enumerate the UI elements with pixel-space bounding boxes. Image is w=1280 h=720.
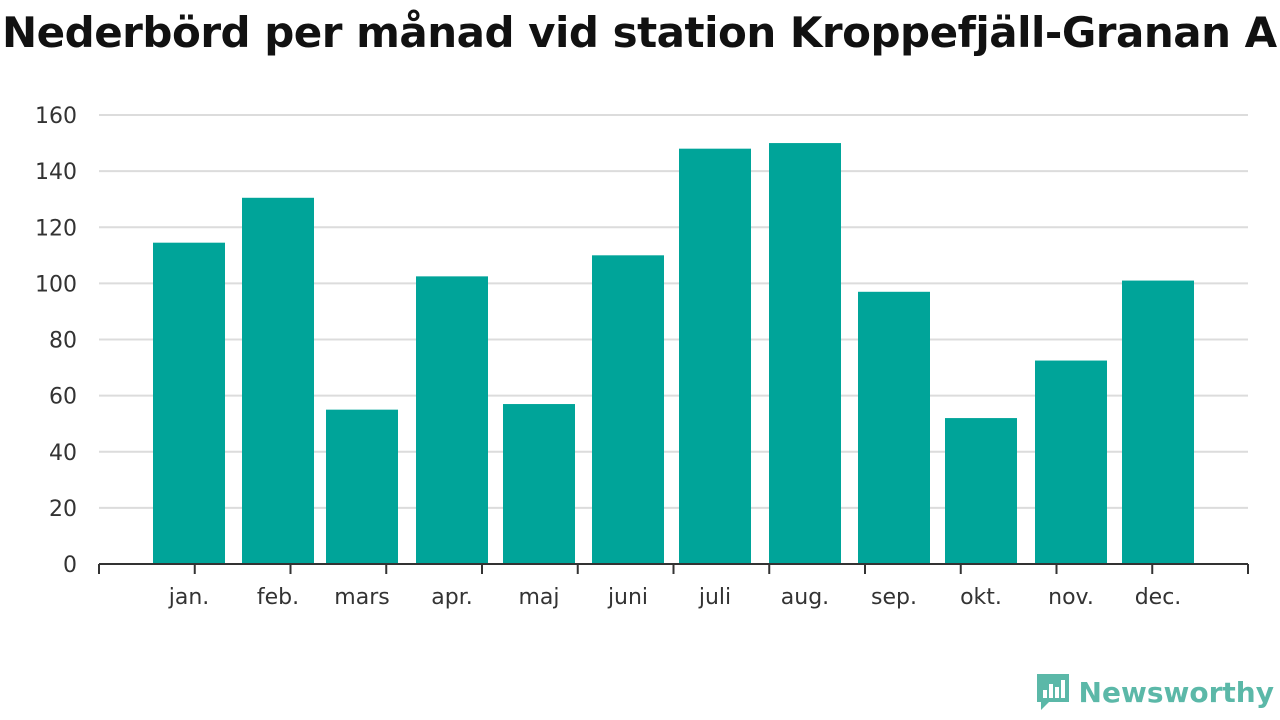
x-tick-label: jan.	[168, 585, 210, 610]
bar-aug	[769, 143, 841, 564]
x-tick-label: sep.	[871, 585, 917, 610]
x-tick-label: mars	[334, 585, 389, 610]
bar-maj	[503, 404, 575, 564]
y-tick-label: 100	[35, 272, 77, 297]
x-tick-label: nov.	[1048, 585, 1094, 610]
y-tick-label: 140	[35, 160, 77, 185]
bar-sep	[858, 291, 930, 564]
x-tick-label: dec.	[1135, 585, 1182, 610]
bar-nov	[1035, 360, 1107, 564]
bar-dec	[1122, 280, 1194, 564]
bar-mars	[326, 409, 398, 564]
y-tick-label: 120	[35, 216, 77, 241]
x-tick-label: juni	[607, 585, 648, 610]
x-tick-label: maj	[518, 585, 559, 610]
y-tick-label: 60	[49, 385, 77, 410]
x-tick-label: apr.	[431, 585, 472, 610]
x-tick-label: feb.	[257, 585, 299, 610]
y-tick-label: 40	[49, 441, 77, 466]
y-tick-label: 80	[49, 329, 77, 354]
newsworthy-logo-icon	[1036, 674, 1069, 710]
x-tick-label: juli	[698, 585, 731, 610]
x-tick-label: aug.	[781, 585, 829, 610]
bar-okt	[945, 418, 1017, 564]
bar-feb	[242, 197, 314, 565]
y-tick-label: 0	[63, 553, 77, 578]
y-tick-label: 160	[35, 104, 77, 129]
chart-title: Nederbörd per månad vid station Kroppefj…	[2, 8, 1277, 57]
bar-jan	[153, 242, 225, 564]
x-tick-label: okt.	[960, 585, 1002, 610]
bars	[153, 143, 1194, 565]
bar-juni	[592, 255, 664, 564]
x-axis: jan. feb. mars apr. maj juni juli aug. sep. okt. n…	[98, 563, 1249, 610]
y-axis-ticks: 0 20 40 60 80 100 120 140 160	[35, 104, 77, 578]
y-tick-label: 20	[49, 497, 77, 522]
bar-apr	[416, 276, 488, 564]
brand-logo: Newsworthy	[1035, 672, 1274, 712]
bar-juli	[679, 148, 751, 565]
brand-name: Newsworthy	[1078, 675, 1274, 709]
